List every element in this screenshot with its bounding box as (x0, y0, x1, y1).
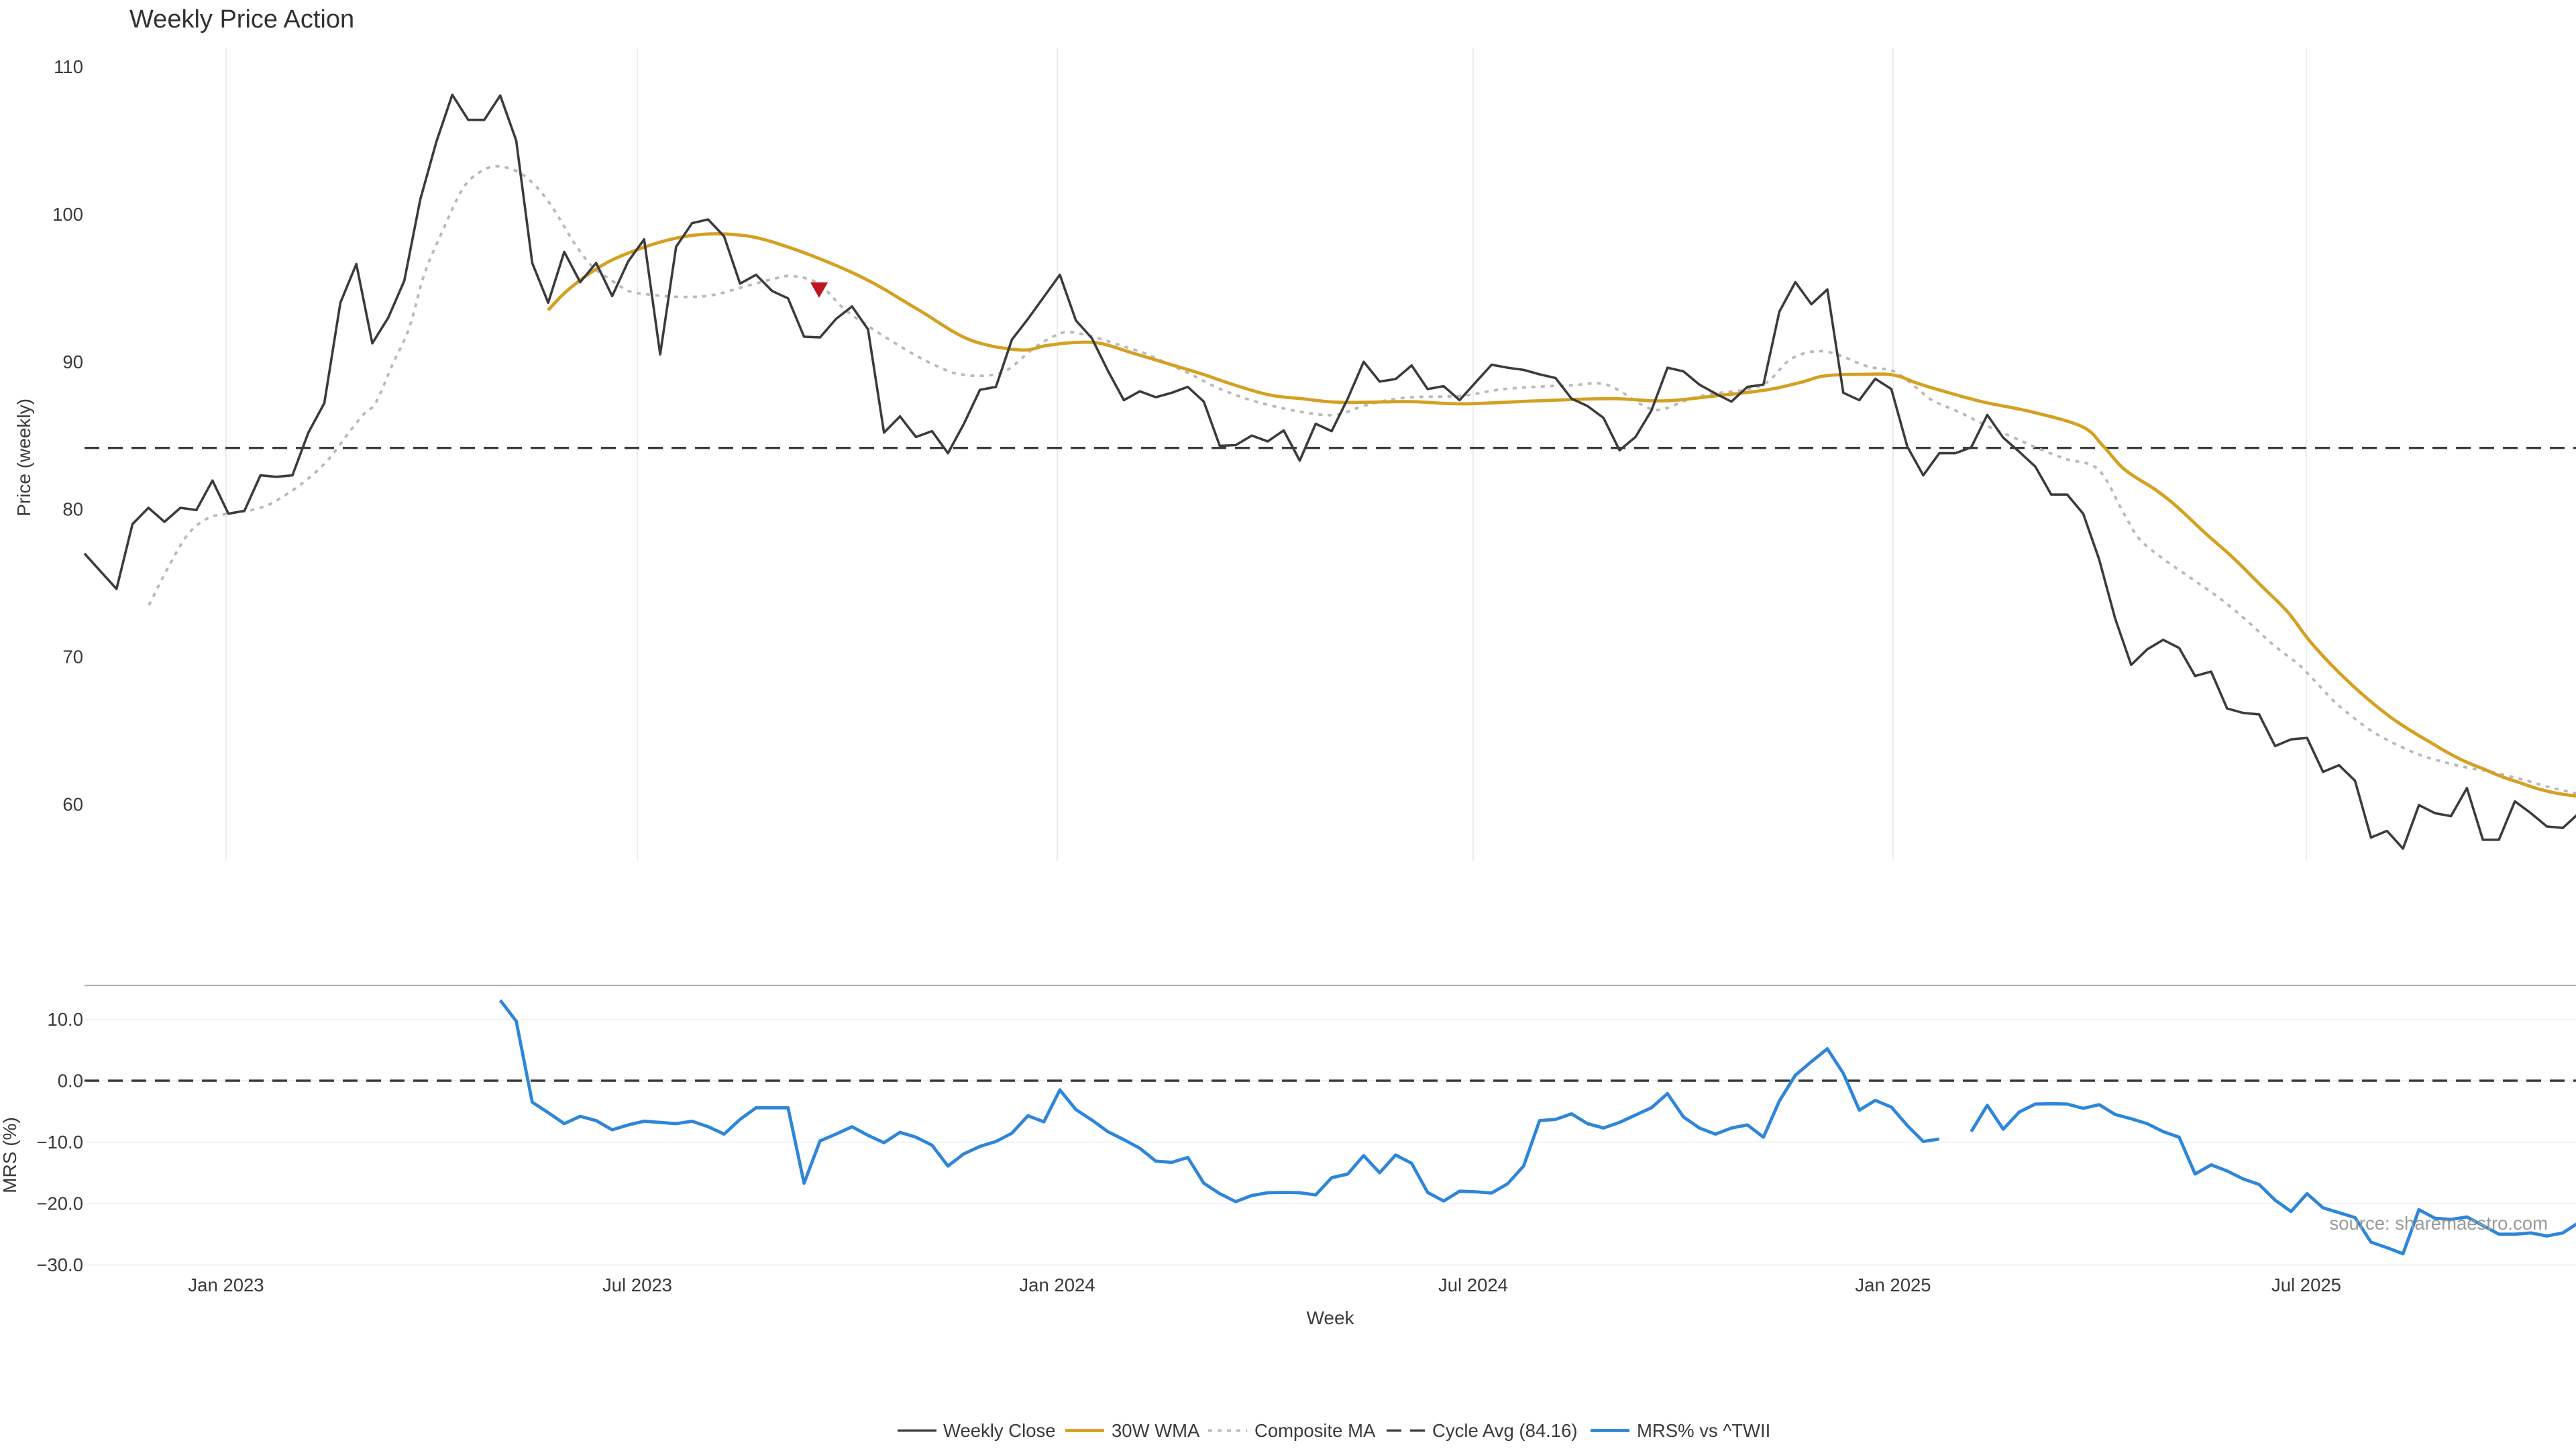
svg-text:Jan 2024: Jan 2024 (1019, 1275, 1095, 1295)
svg-text:Week: Week (1306, 1307, 1354, 1328)
svg-text:Jul 2025: Jul 2025 (2271, 1275, 2341, 1295)
svg-text:Cycle Avg (84.16): Cycle Avg (84.16) (1432, 1420, 1578, 1441)
svg-text:80: 80 (62, 499, 83, 520)
svg-text:Weekly Price Action: Weekly Price Action (129, 5, 354, 34)
svg-text:Jul 2023: Jul 2023 (602, 1275, 672, 1295)
svg-text:10.0: 10.0 (47, 1009, 83, 1030)
svg-text:110: 110 (54, 56, 83, 77)
svg-text:Price (weekly): Price (weekly) (13, 398, 34, 517)
svg-text:Jul 2024: Jul 2024 (1438, 1275, 1508, 1295)
svg-text:MRS (%): MRS (%) (0, 1117, 20, 1193)
svg-text:60: 60 (62, 794, 83, 815)
svg-text:Weekly Close: Weekly Close (943, 1420, 1056, 1441)
svg-text:−30.0: −30.0 (36, 1254, 83, 1275)
svg-text:70: 70 (62, 647, 83, 667)
svg-text:MRS% vs ^TWII: MRS% vs ^TWII (1637, 1420, 1770, 1441)
svg-text:−10.0: −10.0 (36, 1132, 83, 1152)
svg-text:0.0: 0.0 (58, 1071, 83, 1091)
svg-text:90: 90 (62, 352, 83, 372)
svg-text:30W WMA: 30W WMA (1112, 1420, 1200, 1441)
svg-text:−20.0: −20.0 (36, 1193, 83, 1214)
svg-text:100: 100 (52, 204, 83, 225)
svg-text:Composite MA: Composite MA (1254, 1420, 1376, 1441)
svg-text:source: sharemaestro.com: source: sharemaestro.com (2329, 1213, 2548, 1234)
svg-text:Jan 2025: Jan 2025 (1855, 1275, 1931, 1295)
svg-text:Jan 2023: Jan 2023 (188, 1275, 264, 1295)
